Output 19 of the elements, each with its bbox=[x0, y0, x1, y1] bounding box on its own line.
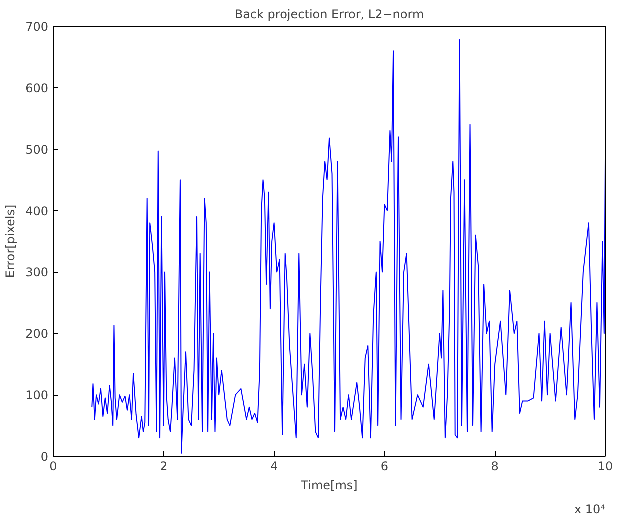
x-tick-label: 4 bbox=[270, 460, 278, 474]
y-tick-label: 100 bbox=[26, 388, 48, 403]
x-tick-label: 2 bbox=[160, 460, 168, 474]
chart-title: Back projection Error, L2−norm bbox=[234, 8, 424, 22]
x-tick-label: 10 bbox=[598, 460, 614, 474]
y-tick-label: 700 bbox=[26, 20, 48, 34]
y-tick-label: 600 bbox=[26, 81, 48, 96]
y-tick-label: 0 bbox=[40, 450, 49, 464]
y-tick-label: 200 bbox=[26, 327, 48, 342]
y-tick-label: 300 bbox=[26, 266, 48, 280]
x-tick-label: 8 bbox=[491, 460, 499, 474]
line-series bbox=[92, 40, 606, 454]
y-tick-label: 400 bbox=[26, 204, 48, 218]
text: x 10⁴ bbox=[574, 502, 606, 516]
y-axis-title: Error[pixels] bbox=[4, 204, 18, 278]
x-axis-title: Time[ms] bbox=[300, 478, 358, 492]
y-tick-label: 500 bbox=[26, 142, 48, 157]
x-tick-label: 6 bbox=[380, 460, 389, 474]
x-tick-label: 0 bbox=[50, 460, 58, 474]
